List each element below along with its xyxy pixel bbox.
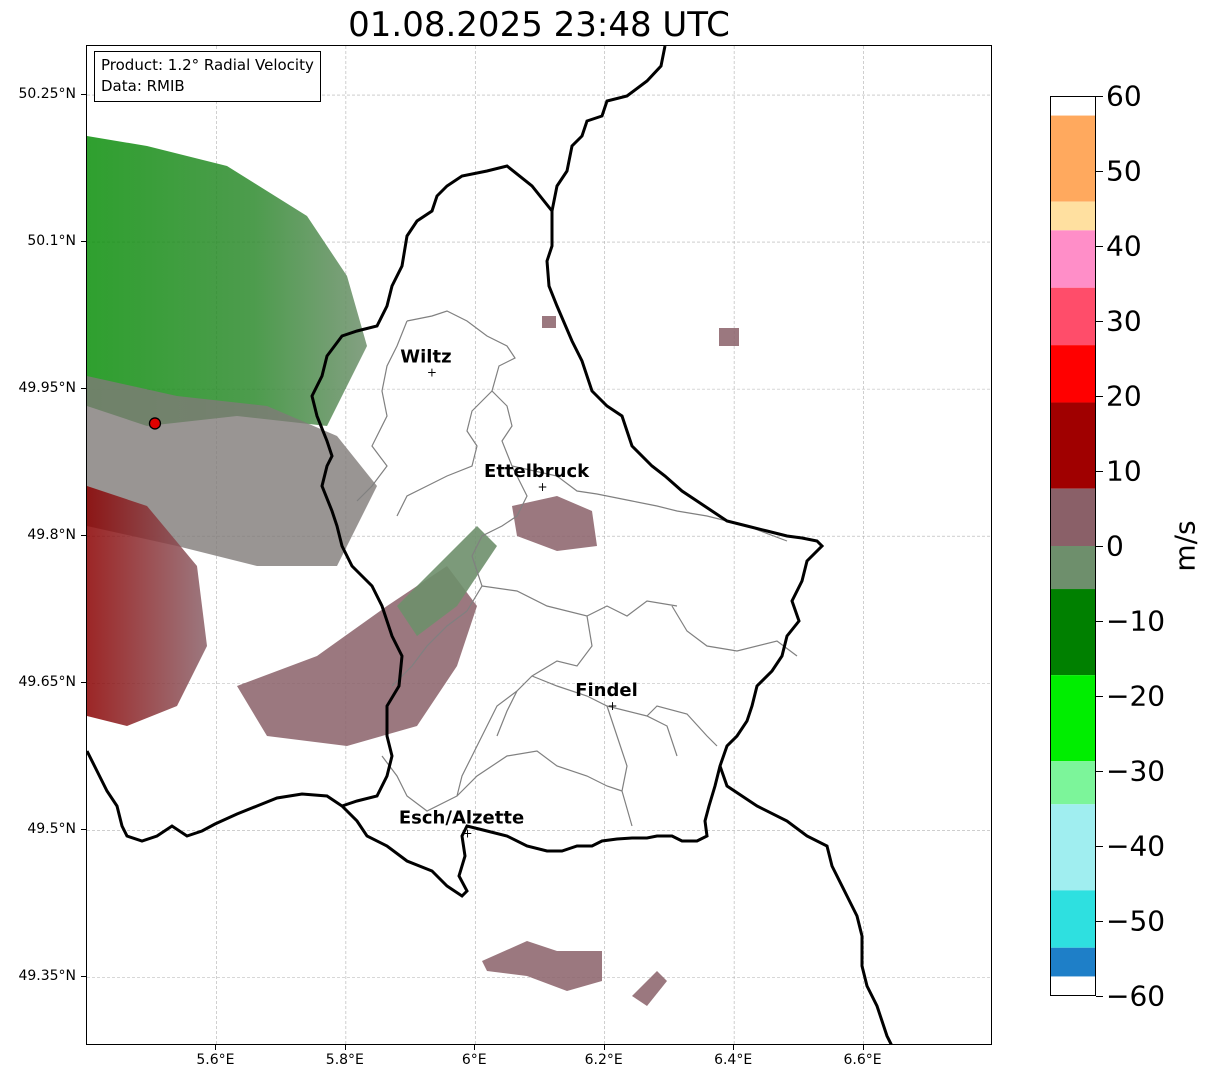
lat-tick-mark: [81, 241, 86, 243]
lat-tick-mark: [81, 94, 86, 96]
city-label: Findel: [575, 680, 638, 701]
lat-tick-label: 49.35°N: [18, 968, 76, 985]
lat-tick-label: 49.5°N: [27, 821, 76, 838]
colorbar-tick-mark: [1096, 546, 1103, 547]
national-border: [87, 46, 893, 1044]
colorbar-tick-mark: [1096, 246, 1103, 247]
radar-echoes: [87, 136, 739, 1006]
canton-borders: [356, 310, 798, 827]
colorbar-segment: [1051, 230, 1095, 288]
map-title: 01.08.2025 23:48 UTC: [348, 5, 730, 45]
colorbar-tick-label: −30: [1106, 754, 1166, 788]
colorbar-segment: [1051, 675, 1095, 762]
colorbar-tick-label: −10: [1106, 604, 1166, 638]
colorbar-segment: [1051, 115, 1095, 202]
echo-ettelbruck-mauve: [512, 496, 597, 551]
colorbar-segment: [1051, 890, 1095, 948]
colorbar-segment: [1051, 804, 1095, 891]
lon-tick-label: 6.6°E: [843, 1052, 882, 1068]
colorbar-tick-mark: [1096, 771, 1103, 772]
colorbar-tick-label: −50: [1106, 904, 1166, 938]
colorbar-segment: [1051, 402, 1095, 489]
echo-south-mauve: [482, 941, 602, 991]
colorbar-tick-mark: [1096, 846, 1103, 847]
lat-tick-label: 50.1°N: [27, 233, 76, 250]
lat-tick-label: 49.8°N: [27, 527, 76, 544]
lat-tick-mark: [81, 388, 86, 390]
lon-tick-label: 5.8°E: [325, 1052, 364, 1068]
city-markers: +Wiltz+Ettelbruck+Findel+Esch/Alzette: [399, 346, 638, 840]
colorbar-tick-label: −40: [1106, 829, 1166, 863]
lon-tick-mark: [344, 1045, 346, 1050]
colorbar-tick-mark: [1096, 396, 1103, 397]
radar-map: +Wiltz+Ettelbruck+Findel+Esch/Alzette: [87, 46, 991, 1044]
colorbar-tick-mark: [1096, 996, 1103, 997]
echo-east-patch: [719, 328, 739, 346]
echo-southwest-red: [87, 486, 207, 726]
lon-tick-label: 6.2°E: [584, 1052, 623, 1068]
colorbar-tick-label: 50: [1106, 154, 1142, 188]
lat-tick-label: 49.95°N: [18, 380, 76, 397]
colorbar-segment: [1051, 546, 1095, 590]
lon-tick-mark: [474, 1045, 476, 1050]
colorbar-tick-label: −60: [1106, 979, 1166, 1013]
city-marker-icon: +: [462, 826, 472, 840]
colorbar-segment: [1051, 589, 1095, 676]
colorbar-unit-label: m/s: [1168, 520, 1202, 572]
product-info-box: Product: 1.2° Radial Velocity Data: RMIB: [94, 51, 321, 102]
echo-band-green: [397, 526, 497, 636]
echo-north-green: [87, 136, 367, 426]
lon-tick-label: 5.6°E: [196, 1052, 235, 1068]
colorbar-tick-label: 30: [1106, 304, 1142, 338]
echo-southeast-mauve: [632, 971, 667, 1006]
colorbar-tick-mark: [1096, 321, 1103, 322]
colorbar-segment: [1051, 761, 1095, 805]
colorbar-segment: [1051, 488, 1095, 546]
echo-north-patch: [542, 316, 556, 328]
city-marker-icon: +: [427, 365, 437, 379]
lat-tick-mark: [81, 535, 86, 537]
colorbar-segment: [1051, 201, 1095, 231]
colorbar-tick-mark: [1096, 471, 1103, 472]
colorbar-segment: [1051, 345, 1095, 403]
colorbar-tick-mark: [1096, 696, 1103, 697]
lon-tick-mark: [862, 1045, 864, 1050]
city-marker-icon: +: [607, 699, 617, 713]
lon-tick-mark: [603, 1045, 605, 1050]
lon-tick-label: 6°E: [461, 1052, 487, 1068]
colorbar-tick-label: −20: [1106, 679, 1166, 713]
colorbar-tick-mark: [1096, 171, 1103, 172]
lat-tick-mark: [81, 682, 86, 684]
map-panel: + Wiltz + Ettelbruck + Findel + Esch/Alzette: [86, 45, 992, 1045]
colorbar-tick-label: 10: [1106, 454, 1142, 488]
lon-tick-mark: [733, 1045, 735, 1050]
colorbar-tick-mark: [1096, 96, 1103, 97]
colorbar-tick-label: 20: [1106, 379, 1142, 413]
city-label: Ettelbruck: [484, 461, 590, 482]
data-source-label: Data: RMIB: [101, 77, 185, 95]
lat-tick-mark: [81, 976, 86, 978]
colorbar-segment: [1051, 947, 1095, 977]
lat-tick-label: 50.25°N: [18, 86, 76, 103]
city-label: Esch/Alzette: [399, 807, 524, 828]
lat-tick-mark: [81, 829, 86, 831]
lon-tick-mark: [215, 1045, 217, 1050]
product-label: Product: 1.2° Radial Velocity: [101, 56, 314, 74]
radar-site-marker: [148, 417, 162, 430]
colorbar-tick-mark: [1096, 921, 1103, 922]
colorbar-tick-label: 60: [1106, 79, 1142, 113]
colorbar-tick-label: 40: [1106, 229, 1142, 263]
city-marker-icon: +: [538, 480, 548, 494]
lon-tick-label: 6.4°E: [714, 1052, 753, 1068]
lat-tick-label: 49.65°N: [18, 674, 76, 691]
colorbar-segment: [1051, 287, 1095, 346]
velocity-colorbar: [1050, 96, 1096, 996]
colorbar-tick-label: 0: [1106, 529, 1124, 563]
city-label: Wiltz: [400, 346, 451, 367]
colorbar-tick-mark: [1096, 621, 1103, 622]
